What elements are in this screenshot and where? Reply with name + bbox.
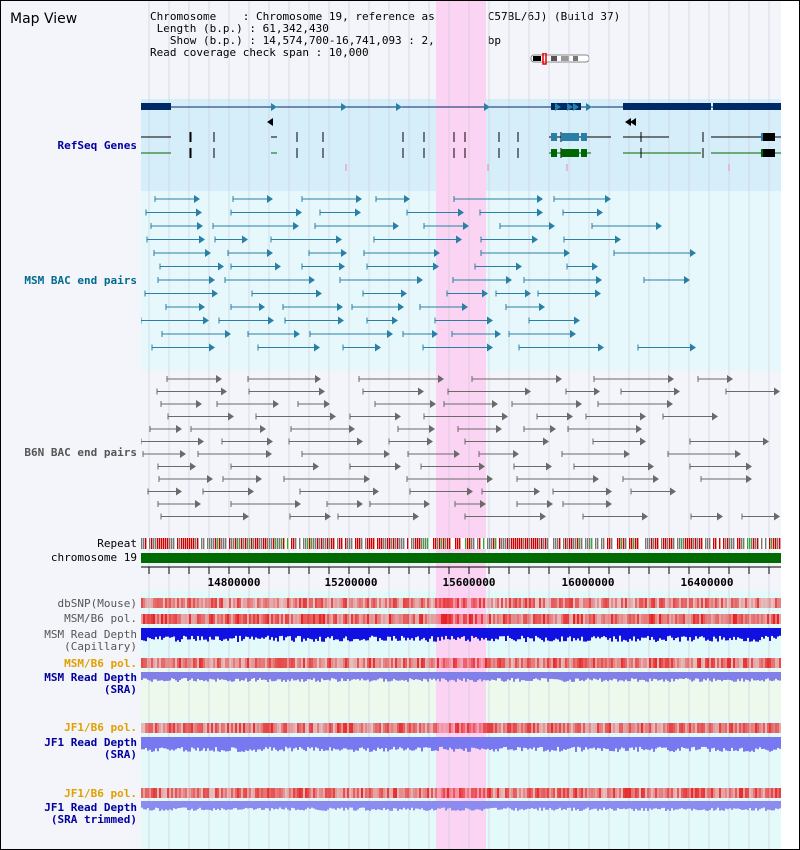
track-label-jf1-depth-trimmed: JF1 Read Depth (SRA trimmed) <box>44 801 137 826</box>
repeat-track <box>141 538 781 549</box>
page-title: Map View <box>10 11 78 27</box>
gene-arrow <box>573 103 579 111</box>
ruler-tick-label: 16400000 <box>680 576 734 589</box>
ruler-tick-label: 16000000 <box>561 576 615 589</box>
track-label-msm-b6-pol: MSM/B6 pol. <box>64 612 137 625</box>
gene-arrow <box>586 103 592 111</box>
gene-arrow <box>555 103 561 111</box>
b6n-bac-track <box>141 375 780 521</box>
length-value: 61,342,430 <box>262 22 329 35</box>
gene-arrow <box>271 103 277 111</box>
track-label-msm-depth-capillary: MSM Read Depth (Capillary) <box>44 628 137 653</box>
track-label-msm-depth-sra: MSM Read Depth (SRA) <box>44 671 137 696</box>
ruler-tick-label: 15600000 <box>442 576 496 589</box>
track-label-b6n-bac: B6N BAC end pairs <box>24 446 137 459</box>
gene-arrow <box>341 103 347 111</box>
chromosome-track <box>141 553 781 563</box>
track-label-msm-b6-pol-sra: MSM/B6 pol. <box>64 657 137 670</box>
track-label-msm-bac: MSM BAC end pairs <box>24 274 137 287</box>
gene-arrow <box>396 103 402 111</box>
info-block: Chromosome : Chromosome 19, reference as… <box>150 10 621 59</box>
msm-bac-track <box>141 195 696 352</box>
track-label-dbsnp: dbSNP(Mouse) <box>57 597 137 610</box>
gene-arrow <box>567 103 573 111</box>
position-ruler: 14800000 15200000 15600000 16000000 16400000 <box>141 566 781 589</box>
track-label-chromosome: chromosome 19 <box>50 551 137 564</box>
refseq-genes-track <box>141 103 781 171</box>
right-margin <box>781 1 799 849</box>
ruler-tick-label: 14800000 <box>207 576 261 589</box>
length-label: Length (b.p.) <box>156 22 243 35</box>
track-label-repeat: Repeat <box>97 537 137 550</box>
coverage-tracks <box>141 598 781 811</box>
track-canvas[interactable] <box>141 1 781 850</box>
chromosome-bar <box>141 553 781 563</box>
track-label-jf1-pol: JF1/B6 pol. <box>64 721 137 734</box>
ruler-tick-label: 15200000 <box>324 576 378 589</box>
chromosome-label: Chromosome <box>150 10 217 23</box>
track-label-jf1-depth: JF1 Read Depth (SRA) <box>44 736 137 761</box>
track-label-refseq: RefSeq Genes <box>57 139 137 152</box>
track-label-jf1-pol-trimmed: JF1/B6 pol. <box>64 787 137 800</box>
show-label: Show (b.p.) <box>169 34 243 47</box>
gene-arrow <box>484 103 490 111</box>
highlight-region <box>436 1 486 849</box>
